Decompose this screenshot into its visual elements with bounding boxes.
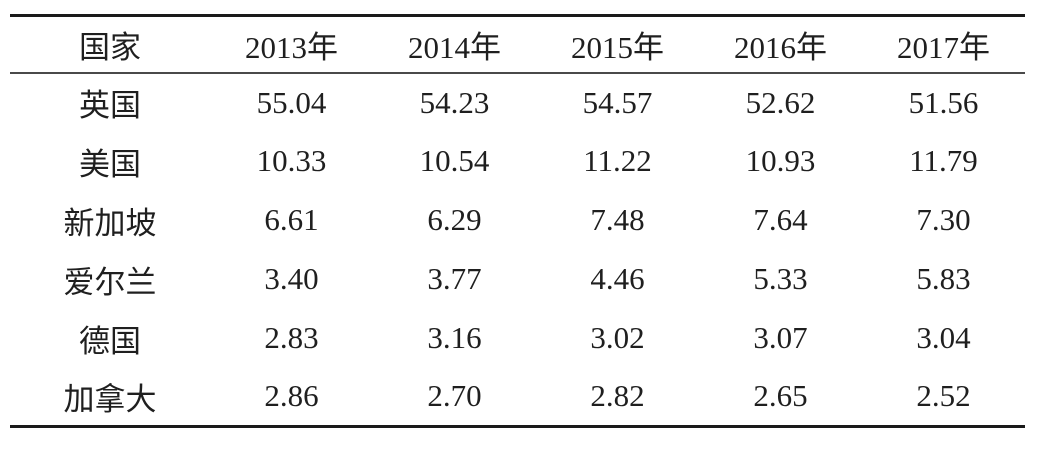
value-cell: 7.64: [753, 202, 808, 237]
value-cell: 55.04: [256, 84, 327, 120]
value-cell: 3.77: [427, 261, 482, 296]
table-row-canada: 加拿大 2.86 2.70 2.82 2.65 2.52: [10, 368, 1025, 427]
column-header-2013: 2013年: [245, 29, 338, 65]
value-cell: 52.62: [745, 84, 816, 120]
value-cell: 7.30: [916, 202, 971, 237]
value-cell: 54.23: [419, 84, 490, 120]
value-cell: 2.52: [916, 378, 971, 414]
value-cell: 2.86: [264, 378, 319, 414]
header-row: 国家 2013年 2014年 2015年 2016年 2017年: [10, 16, 1025, 73]
value-cell: 3.04: [916, 320, 971, 355]
country-cell: 英国: [79, 88, 141, 123]
country-cell: 新加坡: [63, 205, 157, 241]
table-row-singapore: 新加坡 6.61 6.29 7.48 7.64 7.30: [10, 191, 1025, 250]
column-header-2015: 2015年: [571, 29, 664, 65]
value-cell: 5.83: [916, 261, 971, 296]
value-cell: 51.56: [908, 84, 979, 120]
value-cell: 2.83: [264, 320, 319, 355]
value-cell: 4.46: [590, 261, 645, 296]
value-cell: 11.79: [909, 143, 978, 178]
value-cell: 10.54: [419, 143, 490, 178]
value-cell: 3.40: [264, 261, 319, 296]
value-cell: 2.82: [590, 378, 645, 414]
table-row-germany: 德国 2.83 3.16 3.02 3.07 3.04: [10, 309, 1025, 368]
column-header-2016: 2016年: [734, 29, 827, 65]
value-cell: 10.33: [256, 143, 327, 178]
value-cell: 6.29: [427, 202, 482, 237]
value-cell: 2.70: [427, 378, 482, 414]
value-cell: 2.65: [753, 378, 808, 414]
value-cell: 7.48: [590, 202, 645, 237]
column-header-2014: 2014年: [408, 29, 501, 65]
country-cell: 德国: [79, 323, 141, 359]
value-cell: 54.57: [582, 84, 653, 120]
table-row-usa: 美国 10.33 10.54 11.22 10.93 11.79: [10, 132, 1025, 191]
value-cell: 10.93: [745, 143, 816, 178]
table-row-uk: 英国 55.04 54.23 54.57 52.62 51.56: [10, 73, 1025, 132]
value-cell: 3.16: [427, 320, 482, 355]
value-cell: 3.07: [753, 320, 808, 355]
value-cell: 5.33: [753, 261, 808, 296]
value-cell: 6.61: [264, 202, 319, 237]
country-cell: 加拿大: [63, 381, 157, 417]
country-cell: 爱尔兰: [63, 264, 157, 300]
value-cell: 11.22: [583, 143, 652, 178]
value-cell: 3.02: [590, 320, 645, 355]
table-row-ireland: 爱尔兰 3.40 3.77 4.46 5.33 5.83: [10, 250, 1025, 309]
column-header-country: 国家: [79, 29, 141, 65]
country-cell: 美国: [79, 146, 141, 182]
column-header-2017: 2017年: [897, 29, 990, 65]
country-year-data-table: 国家 2013年 2014年 2015年 2016年 2017年 英国 55.0…: [10, 14, 1025, 428]
